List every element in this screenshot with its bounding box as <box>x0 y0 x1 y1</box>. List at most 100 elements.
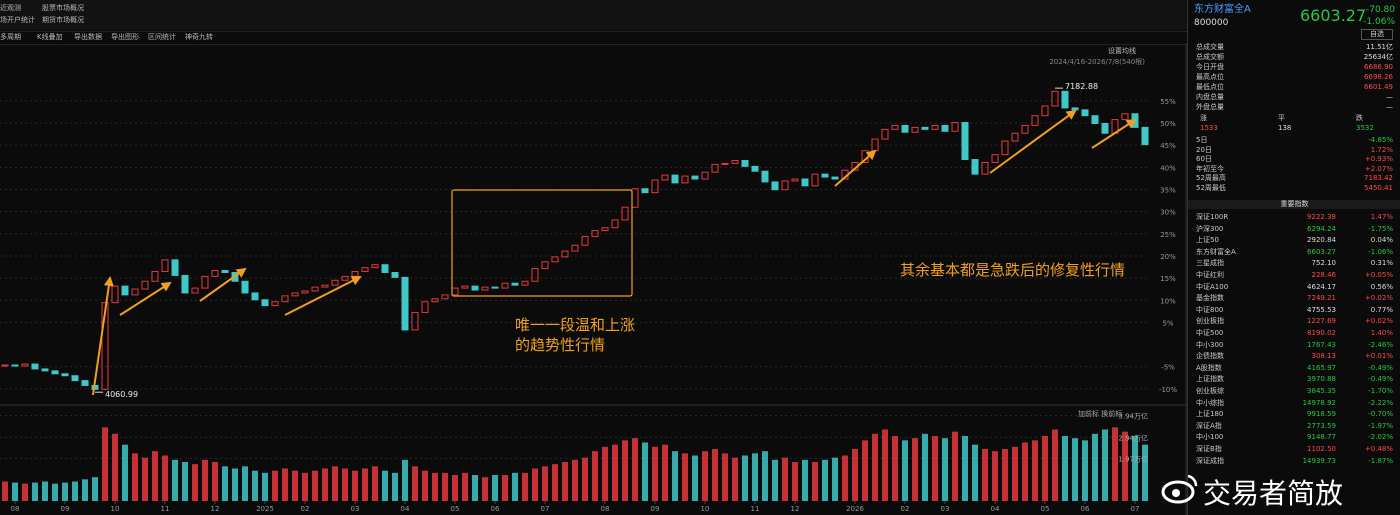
x-tick-label: 2025 <box>256 505 274 513</box>
volume-bar <box>1132 436 1138 501</box>
watch-button[interactable]: 自选 <box>1361 29 1393 40</box>
tool-button[interactable]: 导出数据 <box>74 33 102 41</box>
index-name[interactable]: 创业板指 <box>1196 317 1224 326</box>
index-price: 4624.17 <box>1307 282 1336 291</box>
trend-arrows <box>92 109 1137 396</box>
index-price: 3970.88 <box>1307 375 1336 384</box>
tool-button[interactable]: K线叠加 <box>37 33 63 41</box>
watermark: 交易者简放 <box>1203 477 1344 510</box>
candle <box>121 285 129 296</box>
x-tick-label: 10 <box>111 505 120 513</box>
volume-bar <box>162 455 168 501</box>
volume-bar <box>132 453 138 501</box>
candle <box>561 250 569 258</box>
index-name[interactable]: 上证50 <box>1196 236 1219 245</box>
volume-label: 加前标 换前标 <box>1078 409 1122 418</box>
candle <box>161 259 169 273</box>
index-name[interactable]: 基金指数 <box>1196 294 1224 303</box>
index-price: 6603.27 <box>1307 247 1336 256</box>
index-name[interactable]: 深证A指 <box>1196 421 1222 430</box>
index-name[interactable]: 中证800 <box>1196 305 1224 314</box>
index-name[interactable]: 中证A100 <box>1196 282 1229 291</box>
tab[interactable]: 近观测 <box>0 4 21 12</box>
index-name[interactable]: 中小300 <box>1196 340 1224 349</box>
candle <box>81 380 89 386</box>
volume-bar <box>312 470 318 501</box>
candle <box>631 188 639 208</box>
index-name[interactable]: 中小综指 <box>1196 398 1224 407</box>
volume-bar <box>732 457 738 501</box>
index-name[interactable]: 三星成指 <box>1196 259 1224 268</box>
stat-value: 25634亿 <box>1363 53 1393 61</box>
index-name[interactable]: 东方财富全A <box>1196 247 1236 256</box>
index-name[interactable]: 上证180 <box>1196 410 1224 419</box>
volume-bar <box>1052 429 1058 501</box>
period-value: 5450.41 <box>1364 183 1393 192</box>
volume-bar <box>142 457 148 501</box>
index-name[interactable]: 中证红利 <box>1196 271 1224 279</box>
stat-value: — <box>1386 93 1393 101</box>
index-pct: -0.70% <box>1368 410 1393 419</box>
candle <box>761 170 769 183</box>
period-label: 年初至今 <box>1196 164 1224 173</box>
chart: 唯一一段温和上涨 的趋势性行情 其余基本都是急跌后的修复性行情 设置均线 202… <box>0 43 1187 515</box>
candle <box>141 280 149 290</box>
index-price: 6294.24 <box>1307 224 1336 233</box>
x-tick-label: 11 <box>751 505 760 513</box>
candle <box>491 286 499 289</box>
candle <box>71 375 79 382</box>
tool-button[interactable]: 神奇九转 <box>185 33 213 41</box>
y-tick-label: -5% <box>1161 364 1175 372</box>
candle <box>511 282 519 286</box>
candle <box>441 294 449 300</box>
index-name[interactable]: 沪深300 <box>1196 224 1224 233</box>
index-name[interactable]: 深证B指 <box>1196 445 1222 453</box>
volume-bar <box>382 470 388 501</box>
candle <box>401 276 409 331</box>
volume-bar <box>562 462 568 501</box>
candle <box>1121 113 1129 121</box>
candle <box>191 287 199 294</box>
tool-button[interactable]: 区间统计 <box>148 33 176 41</box>
tab[interactable]: 场开户统计 <box>0 16 35 24</box>
x-tick-label: 06 <box>491 505 500 513</box>
x-tick-label: 03 <box>351 505 360 513</box>
candle <box>291 292 299 297</box>
candle <box>611 219 619 229</box>
index-name[interactable]: 深证成指 <box>1196 456 1224 465</box>
candle <box>601 227 609 232</box>
volume-bar <box>652 446 658 501</box>
x-tick-label: 03 <box>941 505 950 513</box>
index-name[interactable]: 中小100 <box>1196 433 1224 442</box>
breadth-label: 跌 <box>1356 114 1363 122</box>
index-name[interactable]: 创业板综 <box>1196 387 1224 395</box>
index-name[interactable]: A股指数 <box>1196 363 1222 372</box>
x-tick-label: 07 <box>1131 505 1140 513</box>
index-name[interactable]: 上证指数 <box>1196 375 1224 384</box>
candle <box>641 188 649 194</box>
low-label: 4060.99 <box>105 390 138 399</box>
tool-button[interactable]: 导出图形 <box>111 33 139 41</box>
candle <box>771 181 779 191</box>
top-bar: 近观测 股票市场概况 场开户统计 期货市场概况 <box>0 0 1187 30</box>
index-name[interactable]: 深证100R <box>1196 213 1229 221</box>
candle <box>701 171 709 180</box>
ma-button[interactable]: 设置均线 <box>1108 46 1136 55</box>
index-pct: 0.31% <box>1370 259 1393 268</box>
volume-bar <box>672 451 678 501</box>
note: 其余基本都是急跌后的修复性行情 <box>900 261 1125 279</box>
tab[interactable]: 股票市场概况 <box>42 4 84 12</box>
volume-bar <box>502 475 508 501</box>
volume-bar <box>922 433 928 501</box>
candle <box>721 162 729 165</box>
stat-value: 6601.49 <box>1364 83 1393 91</box>
candle <box>921 126 929 130</box>
tool-button[interactable]: 多周期 <box>0 33 21 41</box>
candle <box>581 235 589 246</box>
index-name[interactable]: 中证500 <box>1196 329 1224 337</box>
index-name[interactable]: 企债指数 <box>1196 352 1224 361</box>
volume-bar <box>242 466 248 501</box>
volume-bar <box>992 451 998 501</box>
index-price: 7249.21 <box>1307 294 1336 303</box>
tab[interactable]: 期货市场概况 <box>42 16 84 24</box>
